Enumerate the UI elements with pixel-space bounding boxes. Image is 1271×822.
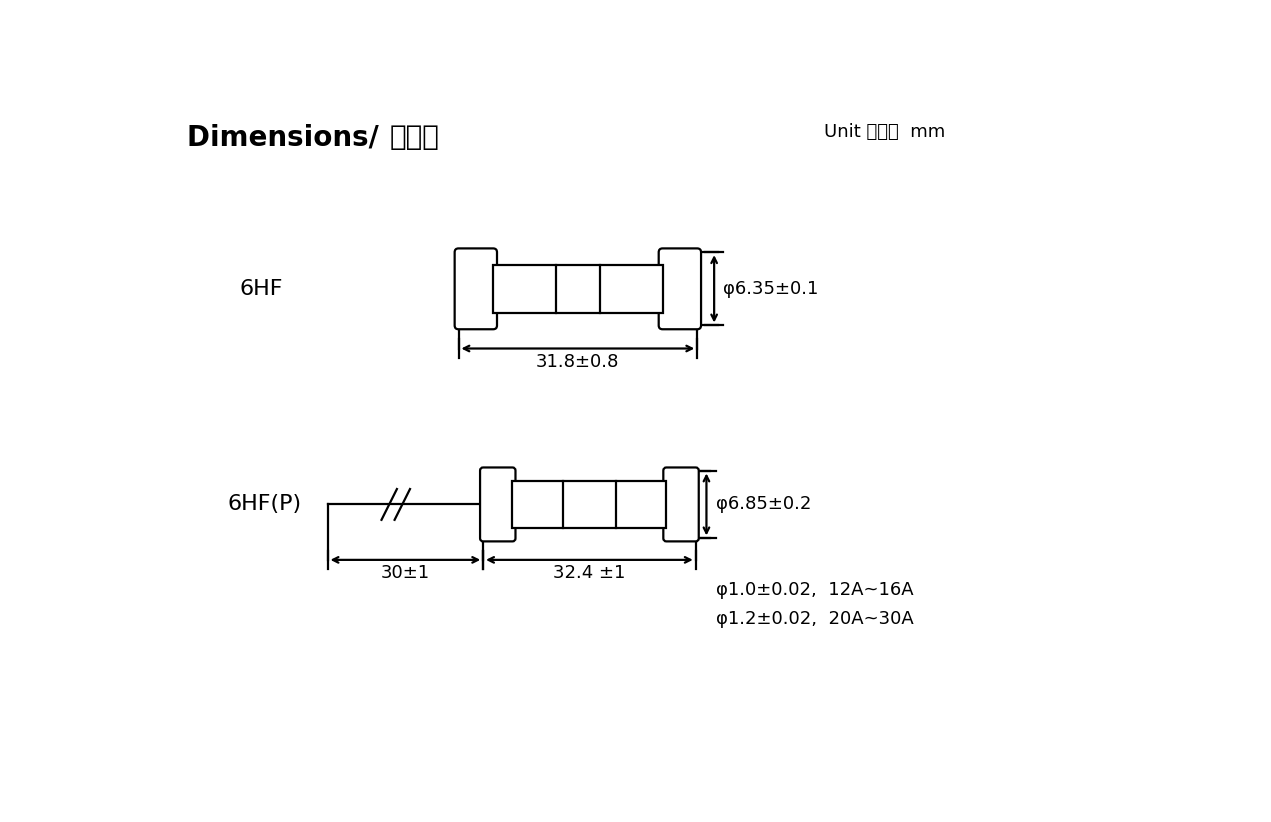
Text: φ1.2±0.02,  20A~30A: φ1.2±0.02, 20A~30A [716, 610, 914, 628]
FancyBboxPatch shape [658, 248, 702, 330]
Text: Unit 单位：  mm: Unit 单位： mm [825, 123, 946, 141]
Text: Dimensions/: Dimensions/ [187, 123, 388, 151]
FancyBboxPatch shape [455, 248, 497, 330]
Text: φ1.0±0.02,  12A~16A: φ1.0±0.02, 12A~16A [716, 580, 914, 598]
FancyBboxPatch shape [663, 468, 699, 542]
Text: 6HF: 6HF [239, 279, 282, 299]
Bar [493, 265, 662, 312]
Text: φ6.85±0.2: φ6.85±0.2 [716, 496, 811, 514]
Text: φ6.35±0.1: φ6.35±0.1 [723, 279, 819, 298]
Text: 尺寰：: 尺寰： [389, 123, 438, 151]
Bar [512, 482, 666, 528]
Text: 6HF(P): 6HF(P) [228, 494, 301, 515]
Text: 32.4 ±1: 32.4 ±1 [553, 565, 625, 583]
Text: 30±1: 30±1 [381, 565, 430, 583]
Text: 31.8±0.8: 31.8±0.8 [536, 353, 619, 371]
FancyBboxPatch shape [480, 468, 516, 542]
